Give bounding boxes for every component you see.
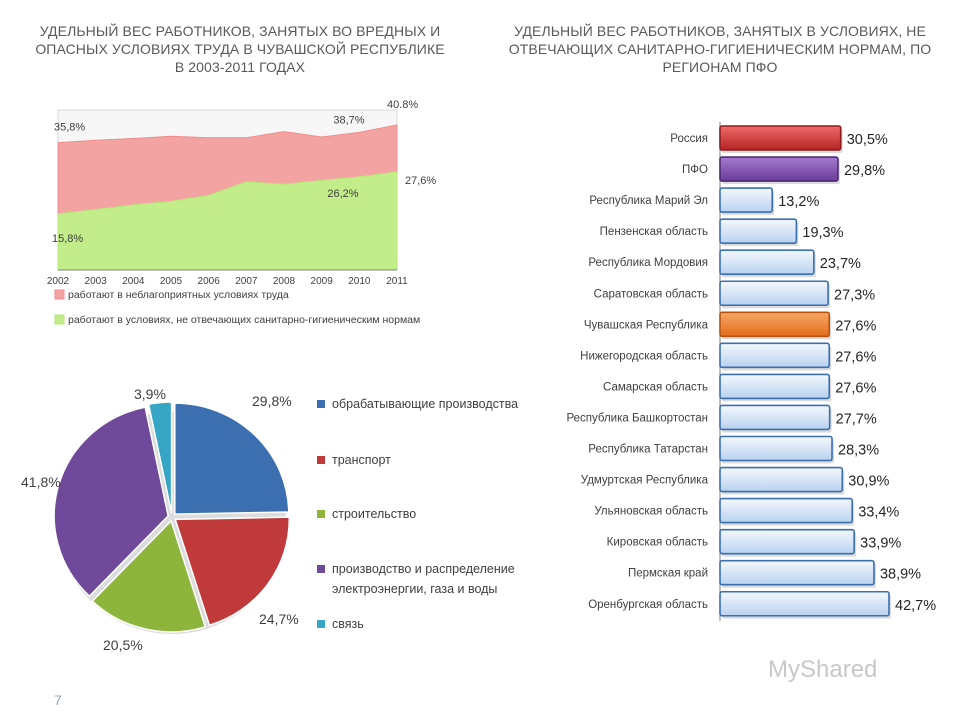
bar-category-label: Республика Мордовия	[588, 257, 708, 269]
bar-chart-title: УДЕЛЬНЫЙ ВЕС РАБОТНИКОВ, ЗАНЯТЫХ В УСЛОВ…	[508, 23, 932, 75]
area-x-tick-label: 2011	[386, 276, 408, 287]
bar	[719, 466, 844, 493]
page-number: 7	[54, 692, 62, 708]
pie-legend-swatch	[317, 510, 325, 518]
bar-value-label: 23,7%	[820, 256, 861, 272]
pie-data-label: 29,8%	[252, 393, 292, 409]
pie-chart: 29,8% 24,7% 20,5% 41,8% 3,9% обрабатывающие п…	[21, 386, 518, 653]
area-x-tick-label: 2004	[122, 276, 145, 287]
area-legend-label: работают в условиях, не отвечающих санит…	[68, 314, 420, 326]
bar-value-label: 33,4%	[858, 505, 899, 521]
area-data-label: 38,7%	[333, 114, 364, 126]
bar-value-label: 38,9%	[880, 567, 921, 583]
bar-category-label: Россия	[670, 133, 708, 145]
pie-legend-swatch	[317, 400, 325, 408]
bar-category-label: Кировская область	[607, 537, 708, 549]
area-x-tick-label: 2008	[273, 276, 296, 287]
bar-category-label: Чувашская Республика	[584, 319, 709, 331]
bar	[719, 373, 831, 400]
bar-value-label: 27,7%	[836, 411, 877, 427]
bar	[719, 187, 774, 213]
pie-slice	[147, 401, 173, 514]
bar	[719, 125, 842, 151]
bar-value-label: 27,6%	[835, 380, 876, 396]
bar	[719, 497, 853, 524]
bar-category-label: Саратовская область	[594, 288, 708, 300]
area-chart-title: УДЕЛЬНЫЙ ВЕС РАБОТНИКОВ, ЗАНЯТЫХ ВО ВРЕД…	[35, 23, 445, 75]
pie-legend-label: производство и распределение электроэнерг…	[332, 562, 515, 596]
bar-value-label: 30,9%	[848, 474, 889, 490]
area-x-tick-label: 2005	[160, 276, 183, 287]
pie-legend-label: обрабатывающие производства	[332, 397, 518, 411]
bar	[719, 590, 890, 617]
area-series-2	[57, 171, 398, 271]
pie-slice	[91, 519, 207, 633]
pie-legend-label: транспорт	[332, 453, 391, 467]
bar-category-label: Пензенская область	[600, 226, 708, 238]
area-data-label: 26,2%	[327, 188, 358, 200]
bar	[719, 280, 829, 307]
bar	[719, 249, 815, 275]
bar-value-label: 27,6%	[835, 318, 876, 334]
bar	[719, 156, 839, 182]
bar	[719, 218, 798, 244]
bar	[719, 342, 831, 369]
pie-slice	[53, 406, 169, 598]
bar	[719, 404, 831, 431]
pie-legend-swatch	[317, 456, 325, 464]
bar-value-label: 27,3%	[834, 287, 875, 303]
area-data-label: 40.8%	[387, 99, 418, 111]
bar-category-label: Республика Марий Эл	[589, 195, 708, 207]
pie-legend-swatch	[317, 620, 325, 628]
pie-slice	[174, 516, 290, 627]
bar-value-label: 13,2%	[778, 194, 819, 210]
bar-category-label: Республика Татарстан	[588, 444, 708, 456]
area-x-tick-label: 2002	[47, 276, 70, 287]
area-x-tick-label: 2009	[311, 276, 334, 287]
area-data-label: 27,6%	[405, 175, 436, 187]
bar-value-label: 19,3%	[802, 225, 843, 241]
bar	[719, 528, 855, 555]
pie-legend-label: связь	[332, 617, 364, 631]
area-legend-swatch	[54, 289, 65, 300]
area-data-label: 15,8%	[52, 233, 83, 245]
bar-category-label: Пермская край	[628, 568, 708, 580]
bar	[719, 435, 833, 462]
area-x-tick-label: 2006	[198, 276, 221, 287]
bar-category-label: Самарская область	[603, 381, 708, 393]
bar-category-label: Оренбургская область	[588, 599, 708, 611]
bar-category-label: Ульяновская область	[594, 506, 708, 518]
pie-data-label: 41,8%	[21, 474, 61, 490]
bar-value-label: 42,7%	[895, 598, 936, 614]
area-legend-label: работают в неблагоприятных условиях труд…	[68, 289, 289, 301]
pie-data-label: 3,9%	[134, 386, 166, 402]
bar	[719, 311, 831, 338]
pie-data-label: 20,5%	[103, 637, 143, 653]
area-data-label: 35,8%	[54, 122, 85, 134]
pie-data-label: 24,7%	[259, 611, 299, 627]
pie-slice	[174, 402, 290, 515]
area-x-tick-label: 2007	[235, 276, 258, 287]
area-legend-swatch	[54, 314, 65, 325]
area-chart: 2002 2003 2004 2005 2006 2007 2008 2009 2010 2011…	[47, 99, 437, 326]
bar-category-label: Республика Башкортостан	[566, 412, 708, 424]
bar-category-label: ПФО	[682, 164, 708, 176]
bar	[719, 559, 875, 586]
bar-value-label: 33,9%	[860, 536, 901, 552]
pie-legend-swatch	[317, 565, 325, 573]
area-x-tick-label: 2003	[85, 276, 108, 287]
bar-value-label: 30,5%	[847, 132, 888, 148]
bar-value-label: 28,3%	[838, 443, 879, 459]
pie-legend-label: строительство	[332, 507, 416, 521]
bar-value-label: 29,8%	[844, 163, 885, 179]
bar-category-label: Нижегородская область	[580, 350, 708, 362]
watermark-logo: MyShared	[768, 656, 878, 683]
bar-chart: Россия 30,5% ПФО 29,8% Республика Марий Эл 13…	[566, 122, 936, 621]
bar-value-label: 27,6%	[835, 349, 876, 365]
area-x-tick-label: 2010	[348, 276, 371, 287]
bar-category-label: Удмуртская Республика	[581, 475, 709, 487]
